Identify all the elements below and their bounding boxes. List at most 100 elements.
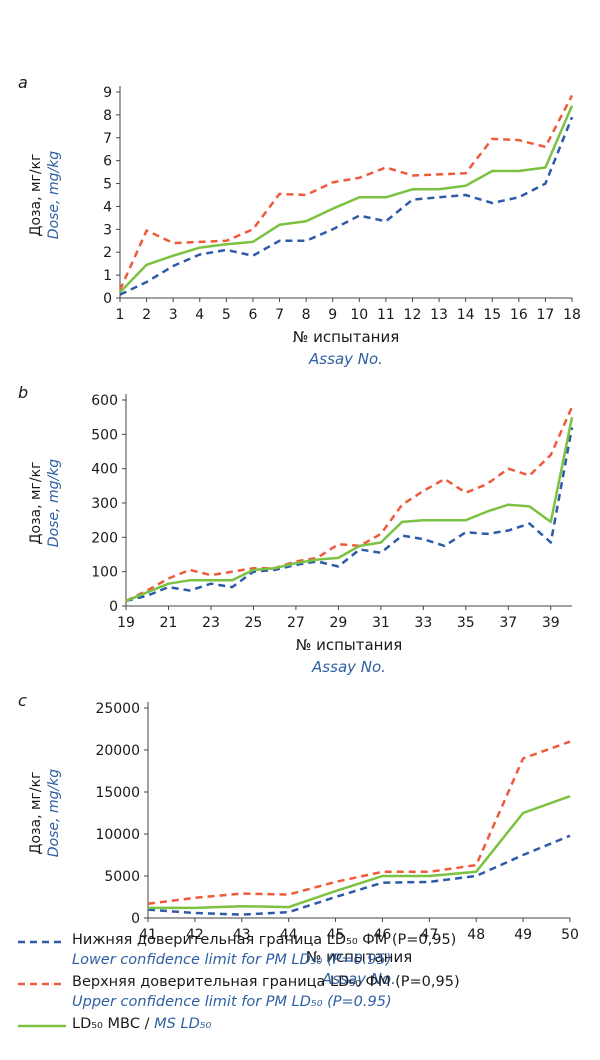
y-tick-label: 600: [91, 393, 118, 409]
legend-item-upper: Верхняя доверительная граница LD₅₀ ФМ (P…: [14, 972, 594, 1012]
x-tick-label: 18: [563, 307, 581, 323]
y-tick-label: 6: [103, 154, 112, 170]
chart-panel-b: b 0 100 200 300 400 500 600 19 21 23 25 27 29 31 33 35 37…: [18, 383, 574, 676]
x-tick-label: 47: [420, 927, 438, 943]
y-tick-label: 5: [103, 177, 112, 193]
x-axis-title-en: Assay No.: [311, 658, 386, 676]
legend-item-lower: Нижняя доверительная граница LD₅₀ ФМ (P=…: [14, 930, 594, 970]
y-axis-title-ru: Доза, мг/кг: [28, 462, 44, 545]
y-tick-label: 20000: [95, 743, 140, 759]
series-line-lower: [119, 116, 574, 296]
legend-swatch-upper: [14, 972, 72, 992]
x-tick-label: 50: [561, 927, 579, 943]
y-tick-label: 10000: [95, 827, 140, 843]
x-tick-label: 37: [499, 615, 517, 631]
x-tick-label: 19: [117, 615, 135, 631]
legend-swatch-lower: [14, 930, 72, 950]
y-tick-label: 500: [91, 427, 118, 443]
legend-lower-en: Lower confidence limit for PM LD₅₀ (P=0.…: [72, 952, 392, 968]
y-tick-label: 25000: [95, 701, 140, 717]
y-tick-label: 3: [103, 222, 112, 238]
x-tick-label: 21: [160, 615, 178, 631]
x-tick-label: 2: [142, 307, 151, 323]
x-axis-title-en: Assay No.: [308, 350, 383, 368]
legend-ms-ru: LD₅₀ МВС /: [72, 1016, 150, 1032]
x-tick-label: 14: [457, 307, 475, 323]
series-line-upper: [147, 740, 571, 905]
x-tick-label: 46: [374, 927, 392, 943]
y-axis-title-en: Dose, mg/kg: [46, 769, 62, 858]
y-axis-title-ru: Доза, мг/кг: [28, 772, 44, 855]
x-tick-label: 33: [414, 615, 432, 631]
x-tick-label: 29: [329, 615, 347, 631]
x-tick-label: 4: [195, 307, 204, 323]
x-tick-label: 39: [542, 615, 560, 631]
legend-swatch-ms: [14, 1014, 72, 1034]
y-axis-title-en: Dose, mg/kg: [46, 151, 62, 240]
y-tick-label: 9: [103, 85, 112, 101]
series-line-ms: [119, 105, 574, 294]
y-axis-title-en: Dose, mg/kg: [46, 459, 62, 548]
x-tick-label: 45: [327, 927, 345, 943]
series-line-lower: [125, 427, 574, 603]
y-tick-label: 5000: [104, 869, 140, 885]
x-tick-label: 31: [372, 615, 390, 631]
y-tick-label: 100: [91, 565, 118, 581]
y-tick-label: 0: [131, 911, 140, 927]
x-tick-label: 35: [457, 615, 475, 631]
x-tick-label: 1: [116, 307, 125, 323]
x-tick-label: 7: [275, 307, 284, 323]
series-line-lower: [147, 834, 571, 916]
legend: Нижняя доверительная граница LD₅₀ ФМ (P=…: [14, 930, 594, 1036]
y-tick-label: 2: [103, 245, 112, 261]
x-tick-label: 8: [302, 307, 311, 323]
x-tick-label: 6: [248, 307, 257, 323]
legend-ms-en: MS LD₅₀: [154, 1016, 212, 1032]
x-tick-label: 44: [280, 927, 298, 943]
x-tick-label: 9: [328, 307, 337, 323]
x-tick-label: 27: [287, 615, 305, 631]
x-tick-label: 11: [377, 307, 395, 323]
x-tick-label: 16: [510, 307, 528, 323]
x-tick-label: 17: [536, 307, 554, 323]
x-axis-title-en: Assay No.: [321, 970, 396, 988]
y-tick-label: 0: [109, 599, 118, 615]
panel-letter: c: [18, 691, 27, 710]
series-line-upper: [118, 94, 574, 291]
panel-letter: b: [18, 383, 28, 402]
y-tick-label: 300: [91, 496, 118, 512]
y-tick-label: 8: [103, 108, 112, 124]
panel-letter: a: [18, 73, 28, 92]
x-tick-label: 10: [350, 307, 368, 323]
series-line-ms: [125, 416, 574, 603]
legend-item-ms: LD₅₀ МВС / MS LD₅₀: [14, 1014, 594, 1034]
x-tick-label: 23: [202, 615, 220, 631]
x-tick-label: 5: [222, 307, 231, 323]
legend-lower-ru: Нижняя доверительная граница LD₅₀ ФМ (P=…: [72, 932, 457, 948]
y-tick-label: 15000: [95, 785, 140, 801]
x-tick-label: 41: [139, 927, 157, 943]
y-tick-label: 400: [91, 462, 118, 478]
y-tick-label: 4: [103, 199, 112, 215]
chart-panel-c: c 0 5000 10000 15000 20000 25000 41 42 43 44 45 46 47…: [18, 691, 579, 988]
y-axis-title-ru: Доза, мг/кг: [28, 154, 44, 237]
x-tick-label: 12: [404, 307, 422, 323]
legend-upper-ru: Верхняя доверительная граница LD₅₀ ФМ (P…: [72, 974, 460, 990]
y-tick-label: 0: [103, 291, 112, 307]
x-axis-title-ru: № испытания: [296, 636, 403, 654]
x-tick-label: 43: [233, 927, 251, 943]
series-line-upper: [125, 406, 574, 603]
x-axis-title-ru: № испытания: [293, 328, 400, 346]
y-tick-label: 200: [91, 530, 118, 546]
x-tick-label: 25: [245, 615, 263, 631]
y-tick-label: 1: [103, 268, 112, 284]
x-tick-label: 49: [514, 927, 532, 943]
x-tick-label: 13: [430, 307, 448, 323]
x-tick-label: 42: [186, 927, 204, 943]
x-tick-label: 15: [483, 307, 501, 323]
legend-upper-en: Upper confidence limit for PM LD₅₀ (P=0.…: [72, 994, 392, 1010]
series-line-ms: [148, 795, 571, 910]
x-tick-label: 48: [467, 927, 485, 943]
